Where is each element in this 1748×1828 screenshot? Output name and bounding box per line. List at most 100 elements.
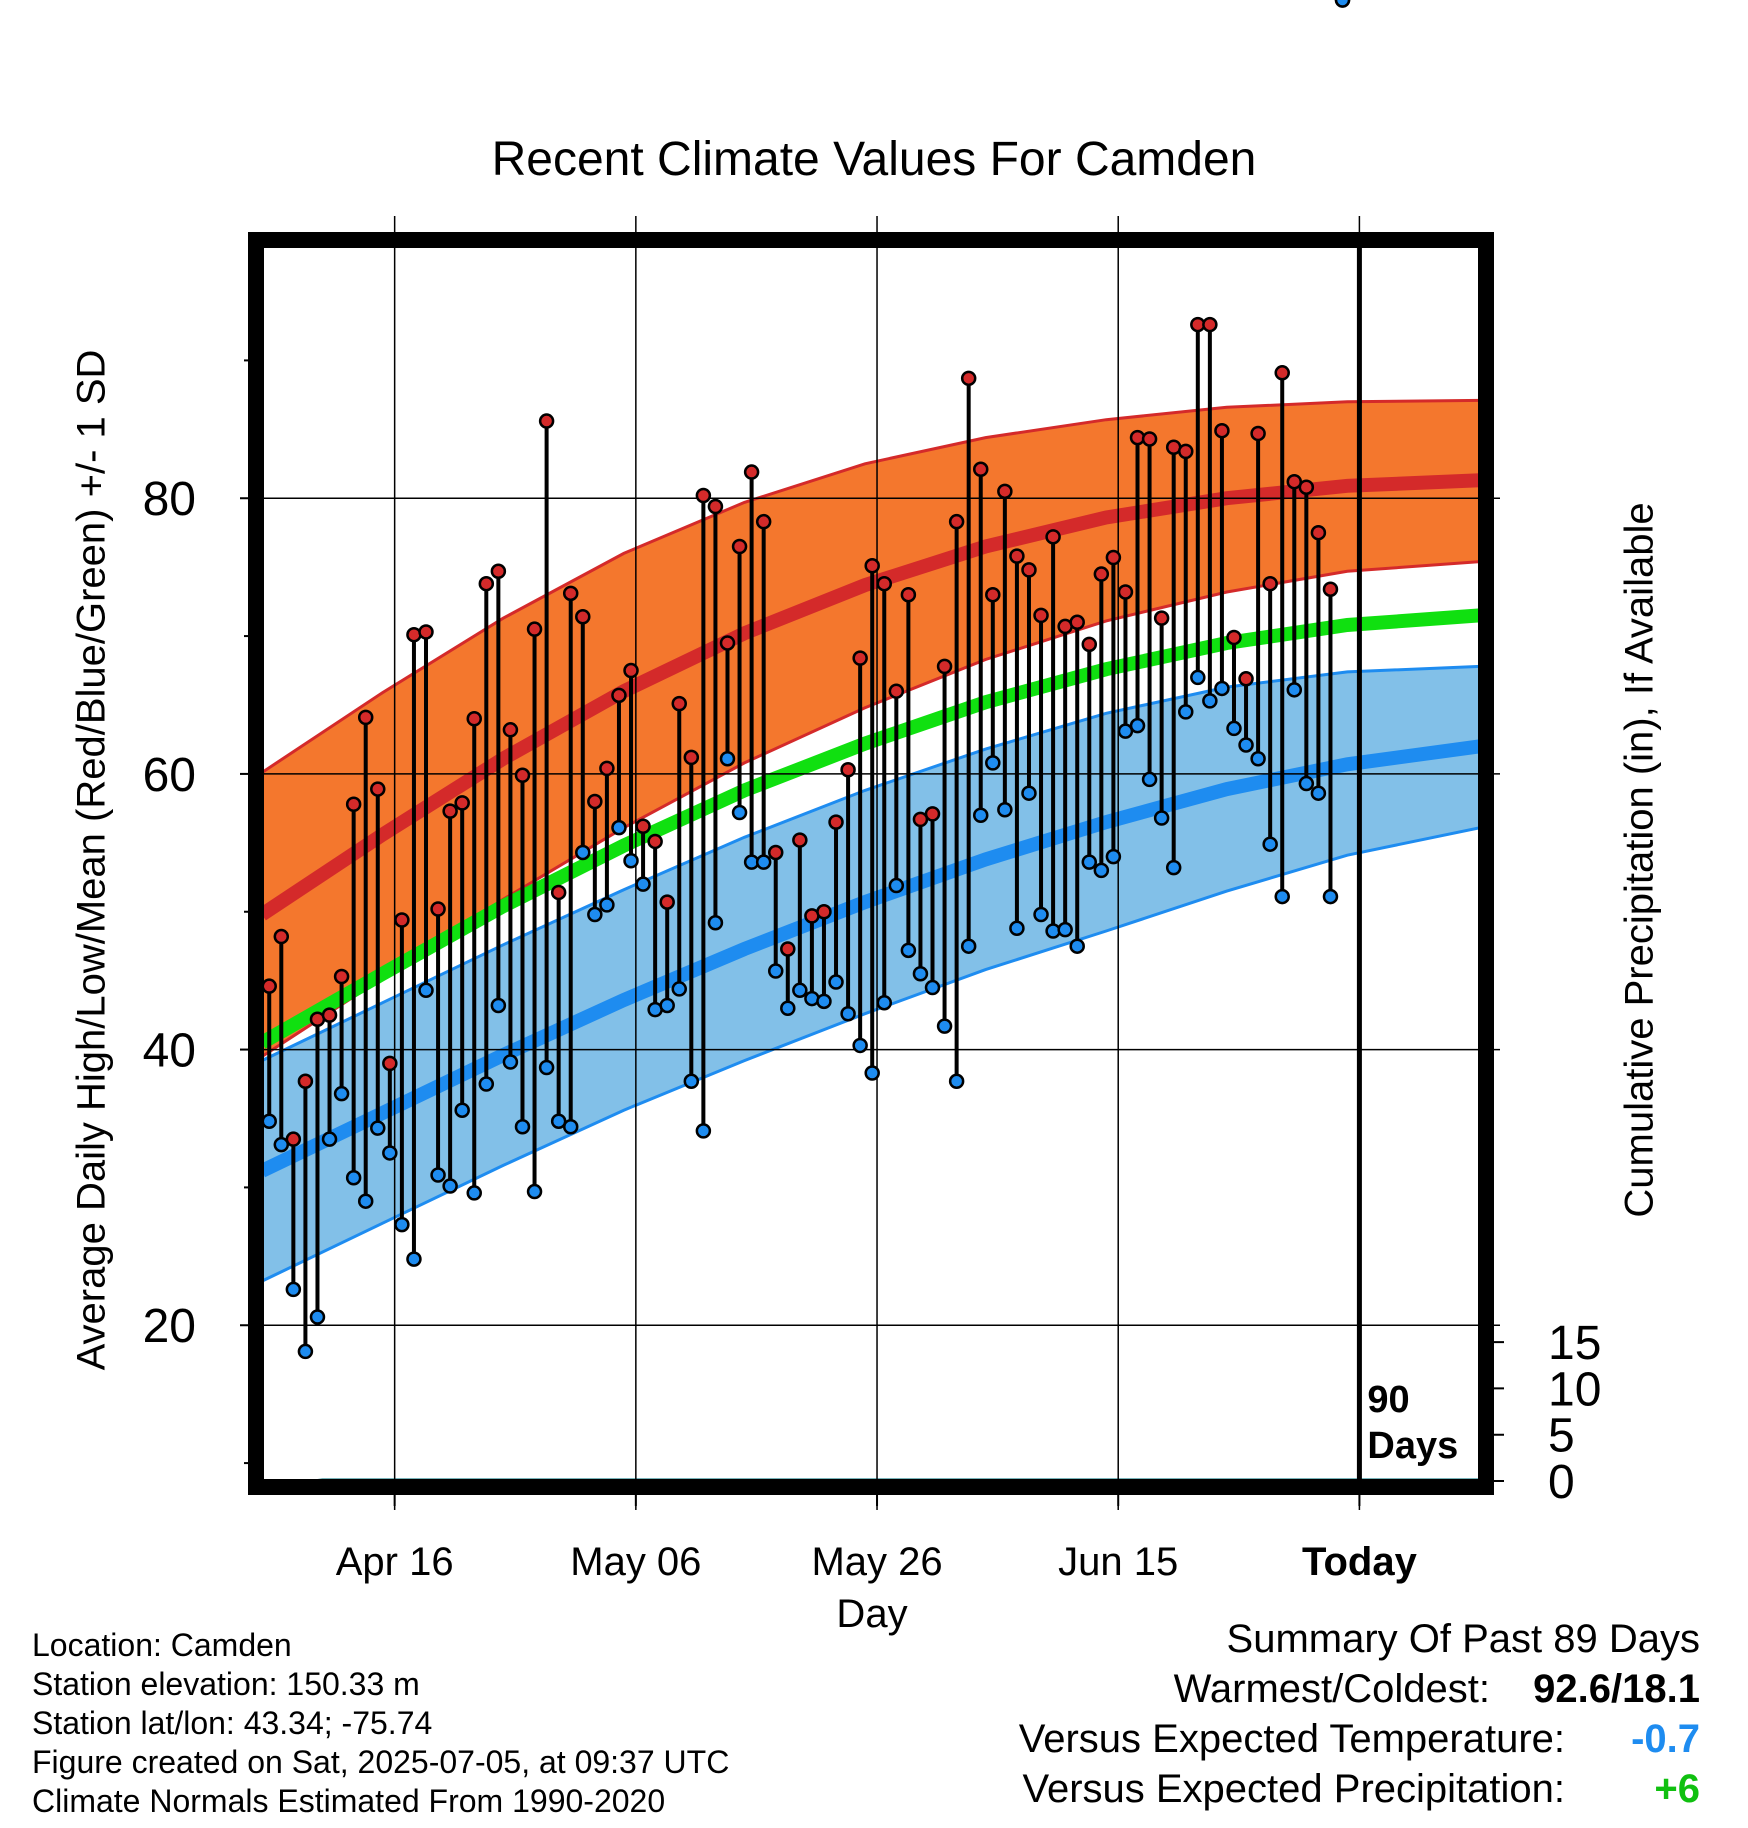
daily-high-point bbox=[731, 538, 748, 555]
daily-low-point bbox=[876, 994, 893, 1011]
daily-high-point bbox=[1045, 529, 1061, 545]
daily-high-point bbox=[599, 760, 615, 777]
daily-low-point bbox=[1334, 0, 1351, 8]
summary-panel: Summary Of Past 89 Days Warmest/Coldest:… bbox=[880, 1614, 1700, 1814]
daily-low-point bbox=[888, 877, 905, 894]
daily-high-point bbox=[454, 795, 470, 811]
daily-high-point bbox=[526, 621, 543, 637]
daily-low-point bbox=[1274, 888, 1290, 905]
daily-high-point bbox=[478, 575, 495, 592]
daily-high-point bbox=[936, 658, 953, 675]
daily-low-point bbox=[261, 1113, 277, 1130]
daily-low-point bbox=[1202, 693, 1218, 709]
daily-low-point bbox=[960, 938, 977, 954]
daily-high-point bbox=[948, 513, 965, 530]
daily-low-point bbox=[430, 1167, 446, 1183]
daily-high-point bbox=[1286, 473, 1303, 490]
daily-low-point bbox=[490, 997, 507, 1014]
daily-high-point bbox=[659, 894, 675, 910]
daily-high-point bbox=[1117, 584, 1134, 600]
versus-precip-value: +6 bbox=[1654, 1767, 1700, 1811]
daily-high-point bbox=[755, 513, 772, 530]
daily-high-point bbox=[1093, 566, 1110, 582]
daily-low-point bbox=[562, 1119, 579, 1135]
daily-low-point bbox=[1105, 848, 1122, 865]
versus-temp-label: Versus Expected Temperature: bbox=[1018, 1717, 1565, 1761]
daily-high-point bbox=[345, 796, 362, 812]
y-right-tick-label: 0 bbox=[1548, 1456, 1575, 1509]
x-tick-label: Today bbox=[1302, 1540, 1418, 1584]
daily-low-point bbox=[466, 1185, 482, 1201]
daily-low-point bbox=[1141, 771, 1158, 788]
x-tick-label: May 26 bbox=[811, 1540, 942, 1584]
daily-low-point bbox=[972, 807, 989, 824]
daily-low-point bbox=[599, 897, 615, 913]
daily-high-point bbox=[321, 1007, 338, 1023]
daily-low-point bbox=[394, 1216, 410, 1233]
daily-low-point bbox=[695, 1123, 712, 1139]
daily-low-point bbox=[1093, 862, 1110, 879]
daily-high-point bbox=[743, 464, 760, 480]
daily-high-point bbox=[297, 1073, 314, 1090]
daily-low-point bbox=[997, 801, 1013, 818]
daily-high-point bbox=[538, 413, 555, 429]
daily-low-point bbox=[297, 1343, 314, 1360]
info-created: Figure created on Sat, 2025-07-05, at 09… bbox=[32, 1744, 730, 1780]
daily-low-point bbox=[1021, 785, 1037, 801]
normal-high-line bbox=[262, 473, 1480, 921]
x-tick-label: Apr 16 bbox=[336, 1540, 454, 1584]
daily-low-point bbox=[285, 1281, 302, 1298]
daily-high-point bbox=[671, 695, 688, 712]
high-upper-edge bbox=[262, 398, 1480, 774]
daily-high-point bbox=[285, 1131, 302, 1147]
daily-high-point bbox=[502, 722, 519, 738]
daily-low-point bbox=[936, 1018, 953, 1034]
x-tick-label: May 06 bbox=[570, 1540, 701, 1584]
daily-low-point bbox=[767, 963, 784, 979]
daily-low-point bbox=[900, 942, 917, 959]
daily-high-point bbox=[370, 781, 386, 797]
daily-low-point bbox=[345, 1170, 362, 1186]
daily-high-point bbox=[466, 711, 482, 727]
y-left-tick-label: 20 bbox=[143, 1300, 196, 1353]
info-elevation: Station elevation: 150.33 m bbox=[32, 1666, 420, 1702]
daily-low-point bbox=[985, 755, 1001, 771]
y-axis-label-left: Average Daily High/Low/Mean (Red/Blue/Gr… bbox=[69, 349, 114, 1371]
daily-high-point bbox=[430, 901, 446, 917]
station-info: Location: Camden Station elevation: 150.… bbox=[32, 1626, 729, 1821]
daily-high-point bbox=[273, 928, 290, 945]
daily-low-point bbox=[587, 906, 603, 923]
daily-low-point bbox=[707, 915, 724, 931]
daily-high-point bbox=[333, 968, 350, 985]
daily-high-point bbox=[1069, 614, 1085, 631]
daily-low-point bbox=[333, 1085, 350, 1102]
info-latlon: Station lat/lon: 43.34; -75.74 bbox=[32, 1705, 433, 1741]
y-right-tick-label: 15 bbox=[1548, 1317, 1601, 1370]
daily-high-point bbox=[900, 586, 917, 603]
daily-high-point bbox=[587, 793, 603, 810]
daily-high-point bbox=[261, 978, 277, 994]
daily-high-point bbox=[828, 814, 844, 830]
daily-low-point bbox=[418, 982, 434, 999]
daily-high-point bbox=[575, 609, 591, 625]
daily-low-point bbox=[864, 1065, 880, 1081]
daily-low-point bbox=[1214, 680, 1230, 697]
daily-low-point bbox=[1322, 888, 1339, 905]
daily-high-point bbox=[780, 941, 796, 957]
versus-temp-value: -0.7 bbox=[1631, 1717, 1700, 1761]
daily-low-point bbox=[1298, 775, 1315, 792]
daily-low-point bbox=[828, 974, 844, 990]
daily-low-point bbox=[526, 1183, 543, 1200]
daily-high-point bbox=[719, 635, 736, 651]
daily-high-point bbox=[623, 662, 639, 679]
daily-low-point bbox=[1081, 854, 1098, 870]
daily-high-point bbox=[562, 585, 579, 602]
warm-cold-value: 92.6/18.1 bbox=[1533, 1667, 1700, 1711]
daily-low-point bbox=[912, 966, 929, 982]
plot-frame bbox=[248, 232, 1494, 1495]
daily-high-point bbox=[792, 832, 808, 848]
daily-high-point bbox=[394, 912, 410, 928]
daily-high-point bbox=[514, 767, 531, 784]
daily-low-point bbox=[623, 852, 639, 869]
